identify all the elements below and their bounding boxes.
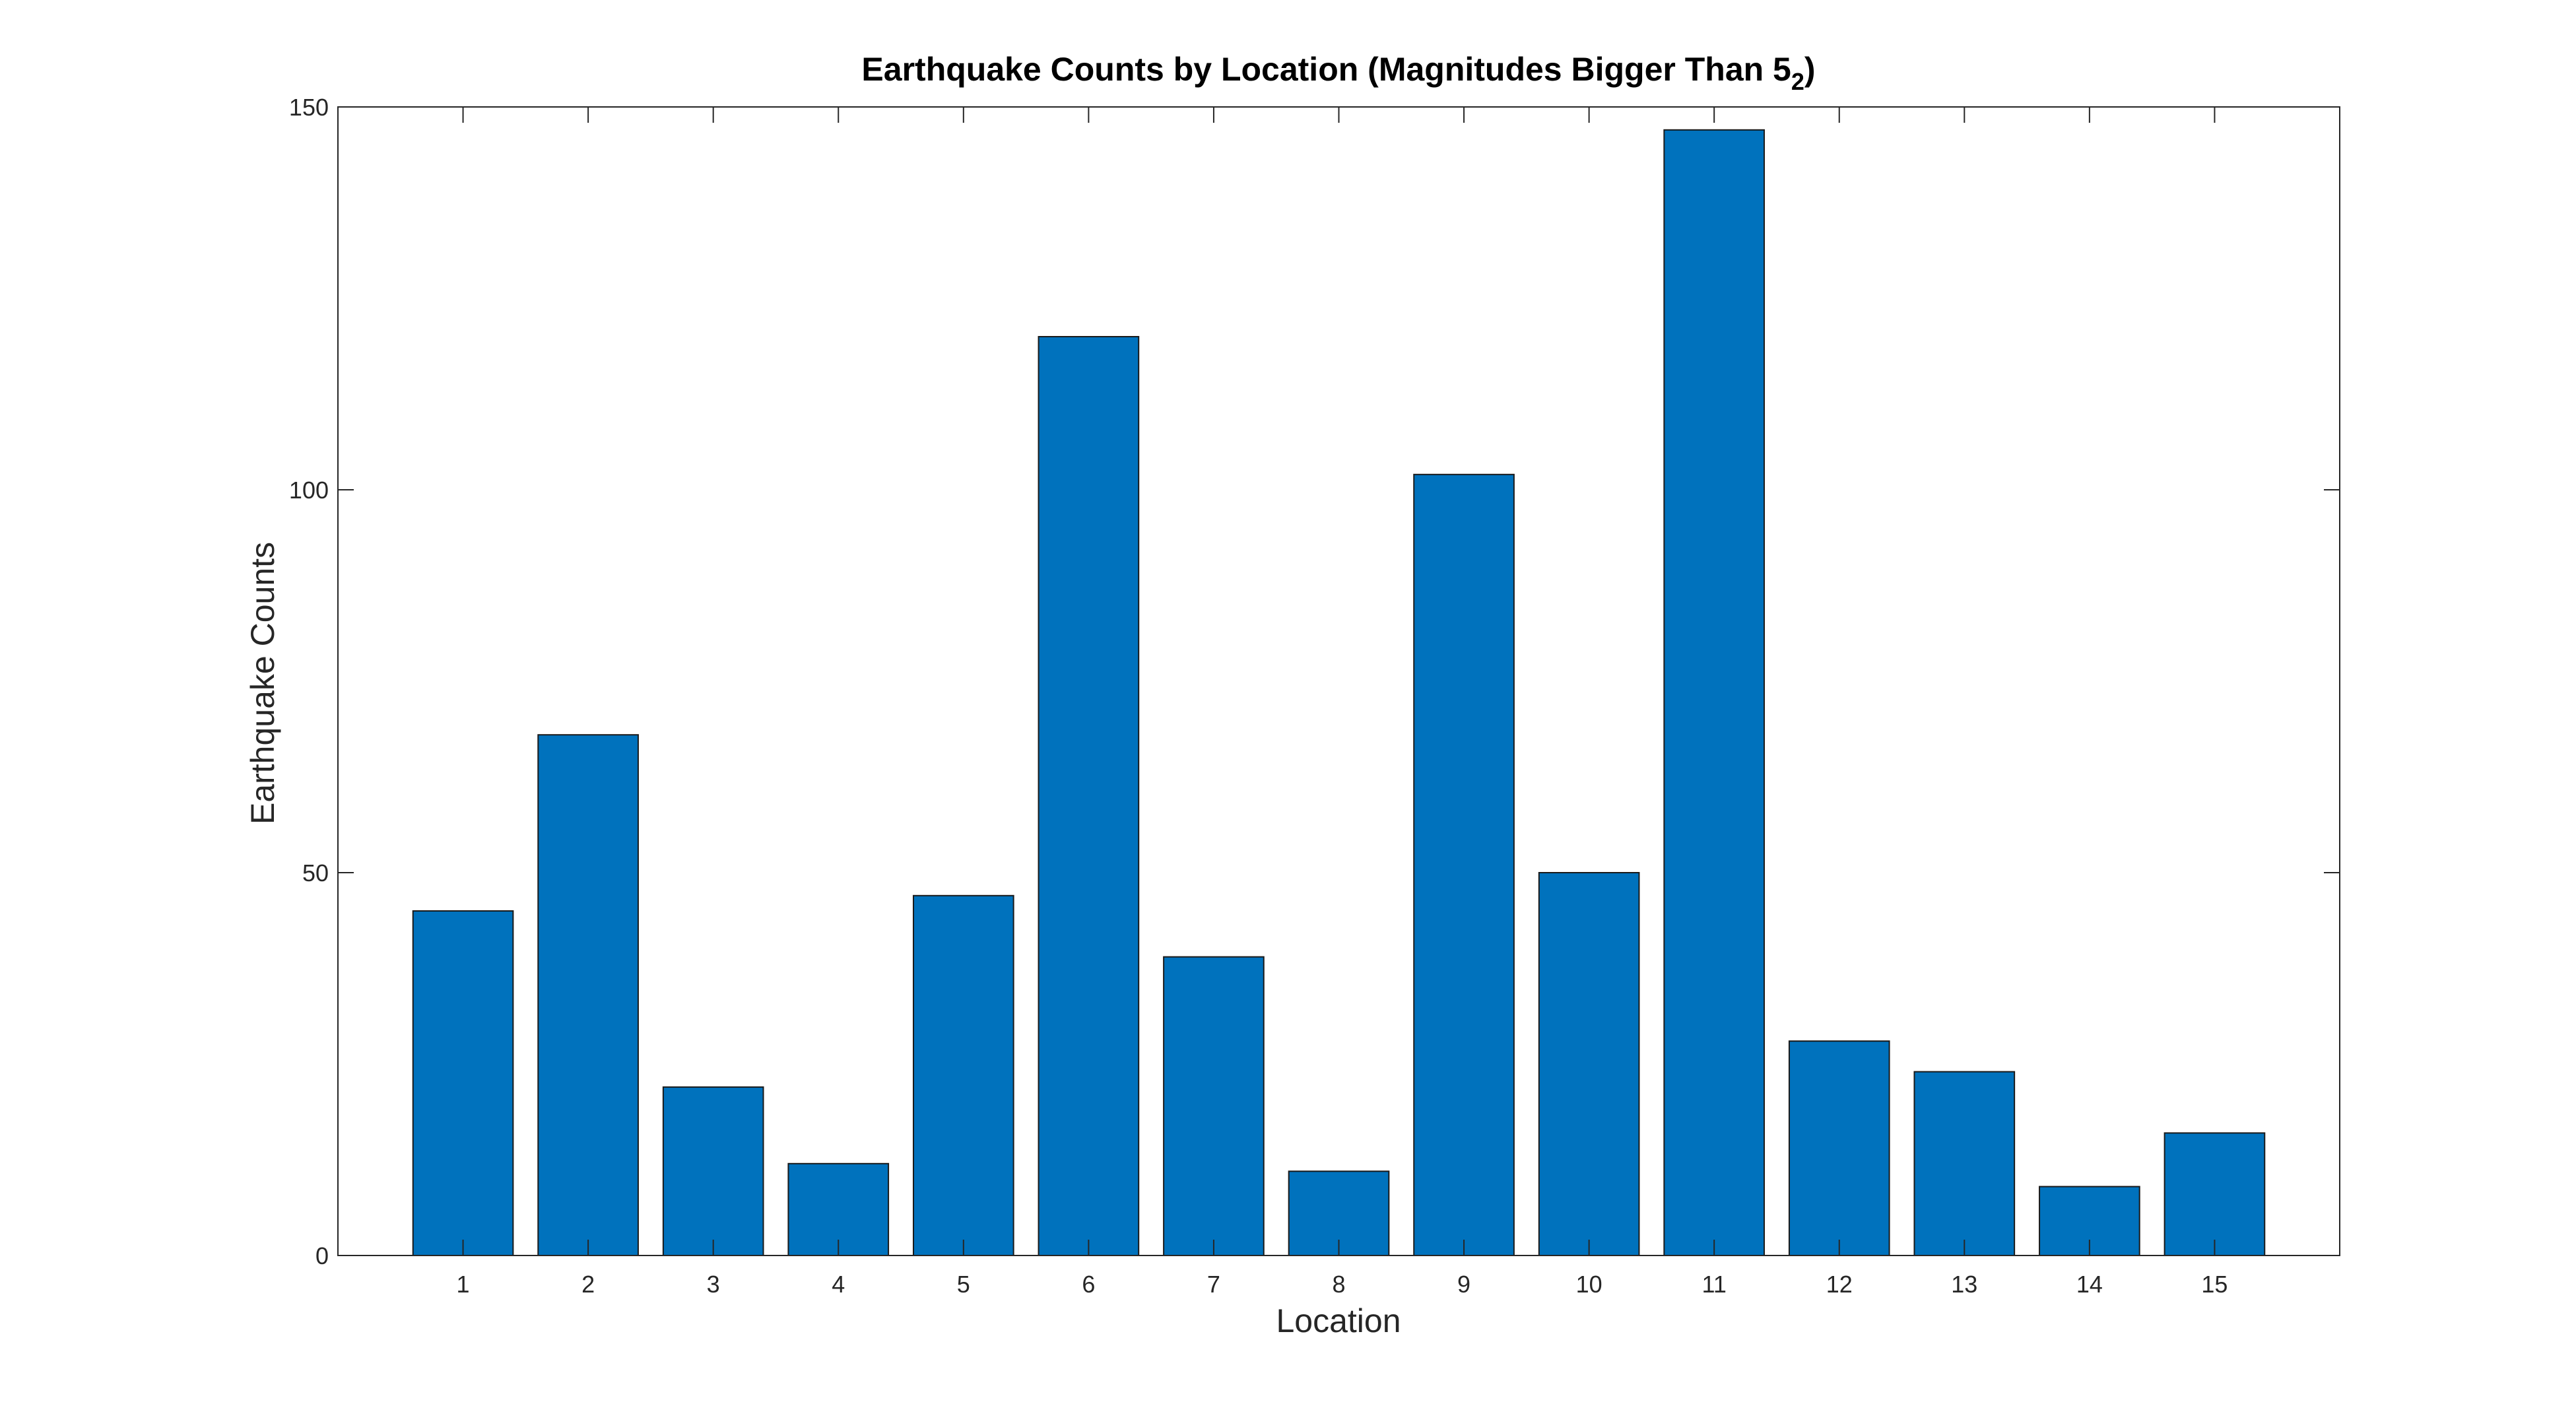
bar-location-11	[1663, 129, 1766, 1256]
chart-title: Earthquake Counts by Location (Magnitude…	[861, 51, 1815, 95]
x-tick-label: 12	[1826, 1271, 1853, 1298]
x-axis-label: Location	[1276, 1302, 1401, 1339]
x-tick-label: 3	[707, 1271, 720, 1298]
x-tick-label: 13	[1951, 1271, 1977, 1298]
bar-location-6	[1038, 336, 1140, 1256]
bar-location-9	[1413, 473, 1515, 1256]
bar-location-7	[1163, 956, 1265, 1256]
x-tick-label: 11	[1702, 1271, 1727, 1298]
bar-location-5	[912, 894, 1014, 1257]
x-tick-label: 6	[1082, 1271, 1095, 1298]
x-tick-label: 7	[1207, 1271, 1220, 1298]
y-tick-label: 100	[289, 477, 329, 504]
x-tick-label: 10	[1576, 1271, 1602, 1298]
bars-layer	[412, 129, 2266, 1257]
chart-title-subscript: 2	[1791, 68, 1804, 95]
chart-title-close: )	[1804, 51, 1816, 88]
bar-location-2	[537, 734, 639, 1256]
x-tick-label: 8	[1332, 1271, 1345, 1298]
bar-location-10	[1538, 872, 1640, 1256]
x-tick-label: 1	[457, 1271, 470, 1298]
bar-location-3	[662, 1086, 764, 1257]
y-tick-label: 50	[302, 859, 329, 887]
bar-location-12	[1788, 1040, 1890, 1256]
x-tick-label: 15	[2201, 1271, 2228, 1298]
x-tick-label: 4	[832, 1271, 845, 1298]
chart-title-main: Earthquake Counts by Location (Magnitude…	[861, 51, 1791, 88]
y-axis-label: Earthquake Counts	[244, 542, 281, 824]
x-tick-label: 2	[581, 1271, 595, 1298]
y-tick-label: 150	[289, 94, 329, 121]
x-tick-label: 5	[957, 1271, 970, 1298]
bar-location-13	[1913, 1071, 2016, 1256]
y-tick-label: 0	[315, 1242, 329, 1269]
bar-location-1	[412, 910, 514, 1256]
bar-location-15	[2163, 1132, 2266, 1257]
x-tick-label: 14	[2076, 1271, 2103, 1298]
x-tick-label: 9	[1457, 1271, 1470, 1298]
